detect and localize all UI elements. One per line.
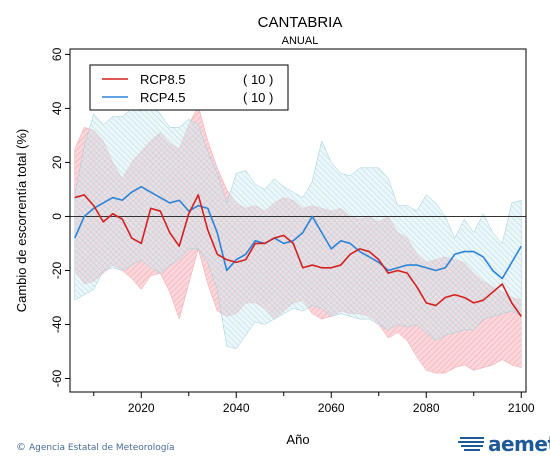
- y-tick-label: 60: [50, 47, 64, 61]
- legend: RCP8.5 ( 10 ) RCP4.5 ( 10 ): [89, 64, 289, 111]
- x-tick-label: 2040: [223, 401, 250, 415]
- aemet-logo: aemet: [458, 432, 550, 456]
- y-tick-label: -20: [50, 261, 64, 279]
- copyright-credit: © Agencia Estatal de Meteorología: [16, 442, 175, 453]
- y-tick-label: 0: [50, 213, 64, 220]
- x-tick-label: 2020: [128, 401, 155, 415]
- y-tick-label: 40: [50, 101, 64, 115]
- copyright-icon: ©: [16, 442, 26, 453]
- series-lines: [74, 185, 522, 317]
- legend-count-rcp45: ( 10 ): [243, 90, 273, 105]
- x-tick-label: 2060: [318, 401, 345, 415]
- band-rcp45: [74, 102, 522, 350]
- plot-frame: [69, 48, 527, 393]
- credit-text: Agencia Estatal de Meteorología: [29, 443, 175, 453]
- line-rcp45: [74, 185, 522, 280]
- x-tick-label: 2100: [508, 401, 535, 415]
- legend-label-rcp85: RCP8.5: [140, 72, 186, 87]
- chart-title: CANTABRIA: [258, 14, 343, 31]
- axes: 60 40 20 0 -20 -40 -60 2020 2040 2060 2080 2100: [50, 47, 535, 415]
- chart-subtitle: ANUAL: [282, 35, 319, 47]
- y-tick-label: 20: [50, 155, 64, 169]
- aemet-wordmark: aemet: [488, 432, 550, 456]
- legend-box: [89, 64, 289, 111]
- y-tick-label: -60: [50, 369, 64, 387]
- uncertainty-bands: [74, 102, 522, 374]
- x-tick-label: 2080: [413, 401, 440, 415]
- y-tick-label: -40: [50, 315, 64, 333]
- y-axis-label: Cambio de escorrentía total (%): [14, 129, 29, 313]
- x-axis-label: Año: [286, 432, 309, 447]
- aemet-cloud-icon: [458, 437, 484, 451]
- legend-count-rcp85: ( 10 ): [243, 72, 273, 87]
- legend-label-rcp45: RCP4.5: [140, 90, 186, 105]
- line-rcp85: [74, 194, 522, 317]
